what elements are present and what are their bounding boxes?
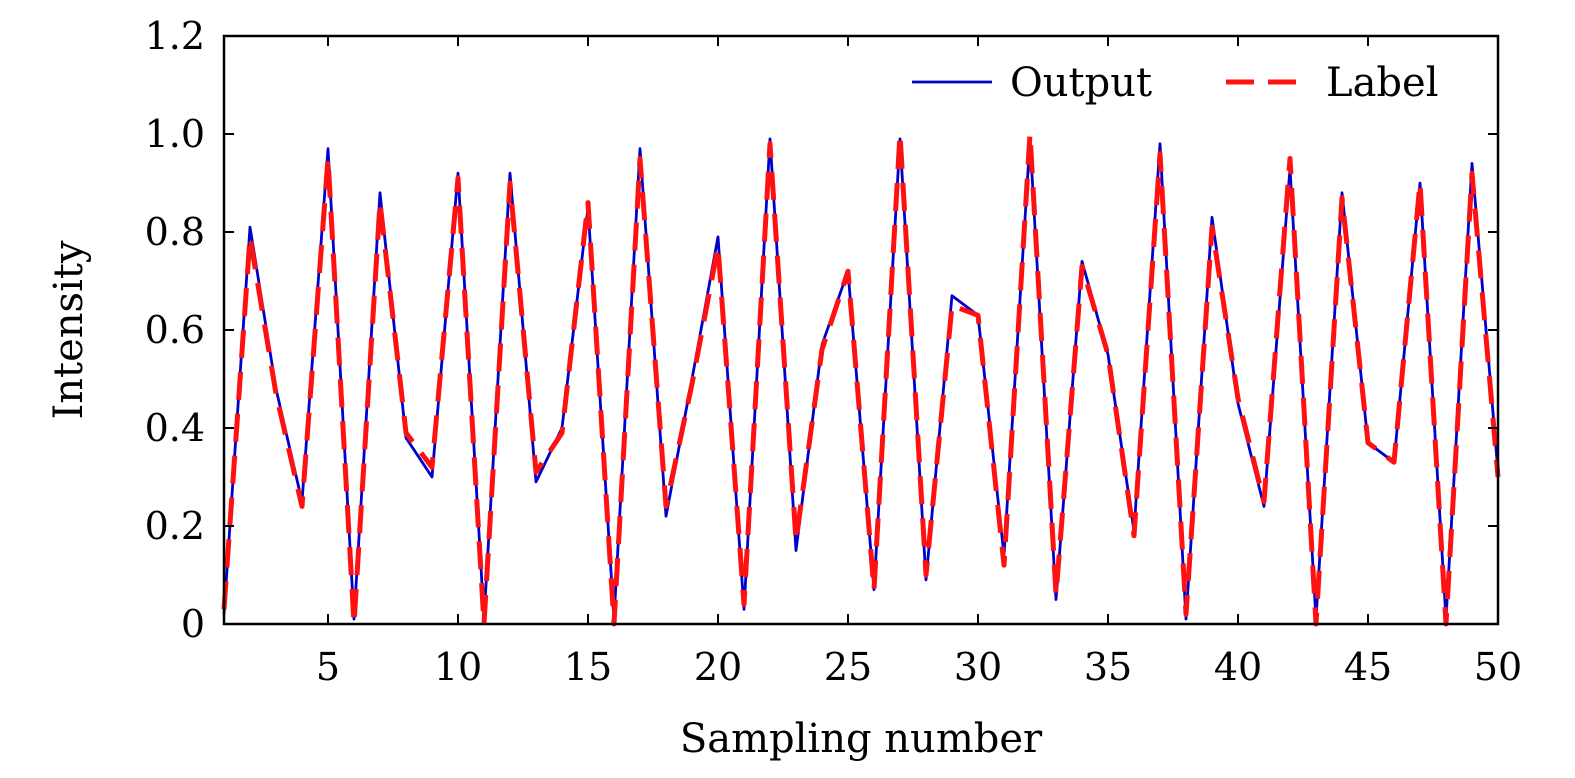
x-tick-label: 10 [434, 645, 482, 689]
x-tick-label: 35 [1084, 645, 1132, 689]
plot-area-frame [222, 34, 1500, 626]
x-axis-label: Sampling number [680, 716, 1043, 762]
legend-label-label: Label [1326, 60, 1438, 106]
y-tick-label: 0 [181, 602, 205, 646]
series-line-label [221, 131, 1501, 627]
y-tick-label: 1.0 [145, 112, 205, 156]
y-axis-label: Intensity [46, 240, 92, 419]
x-tick-label: 45 [1344, 645, 1392, 689]
x-tick-label: 5 [316, 645, 340, 689]
legend-label-output: Output [1010, 60, 1152, 106]
y-tick-label: 0.6 [145, 308, 205, 352]
x-tick-label: 20 [694, 645, 742, 689]
y-tick-label: 0.4 [145, 406, 205, 450]
axis-ticks: 5 10 15 20 25 30 35 40 45 50 0 0.2 0.4 0.6 0.8 1.0 1.2 [145, 14, 1523, 689]
y-tick-label: 0.8 [145, 210, 205, 254]
y-tick-label: 0.2 [145, 504, 205, 548]
legend: Output Label [912, 60, 1438, 106]
x-tick-label: 15 [564, 645, 612, 689]
x-tick-label: 30 [954, 645, 1002, 689]
y-tick-label: 1.2 [145, 14, 205, 58]
series-layer [221, 131, 1501, 627]
x-tick-label: 25 [824, 645, 872, 689]
x-tick-label: 40 [1214, 645, 1262, 689]
series-line-output [222, 137, 1500, 621]
x-tick-label: 50 [1474, 645, 1522, 689]
